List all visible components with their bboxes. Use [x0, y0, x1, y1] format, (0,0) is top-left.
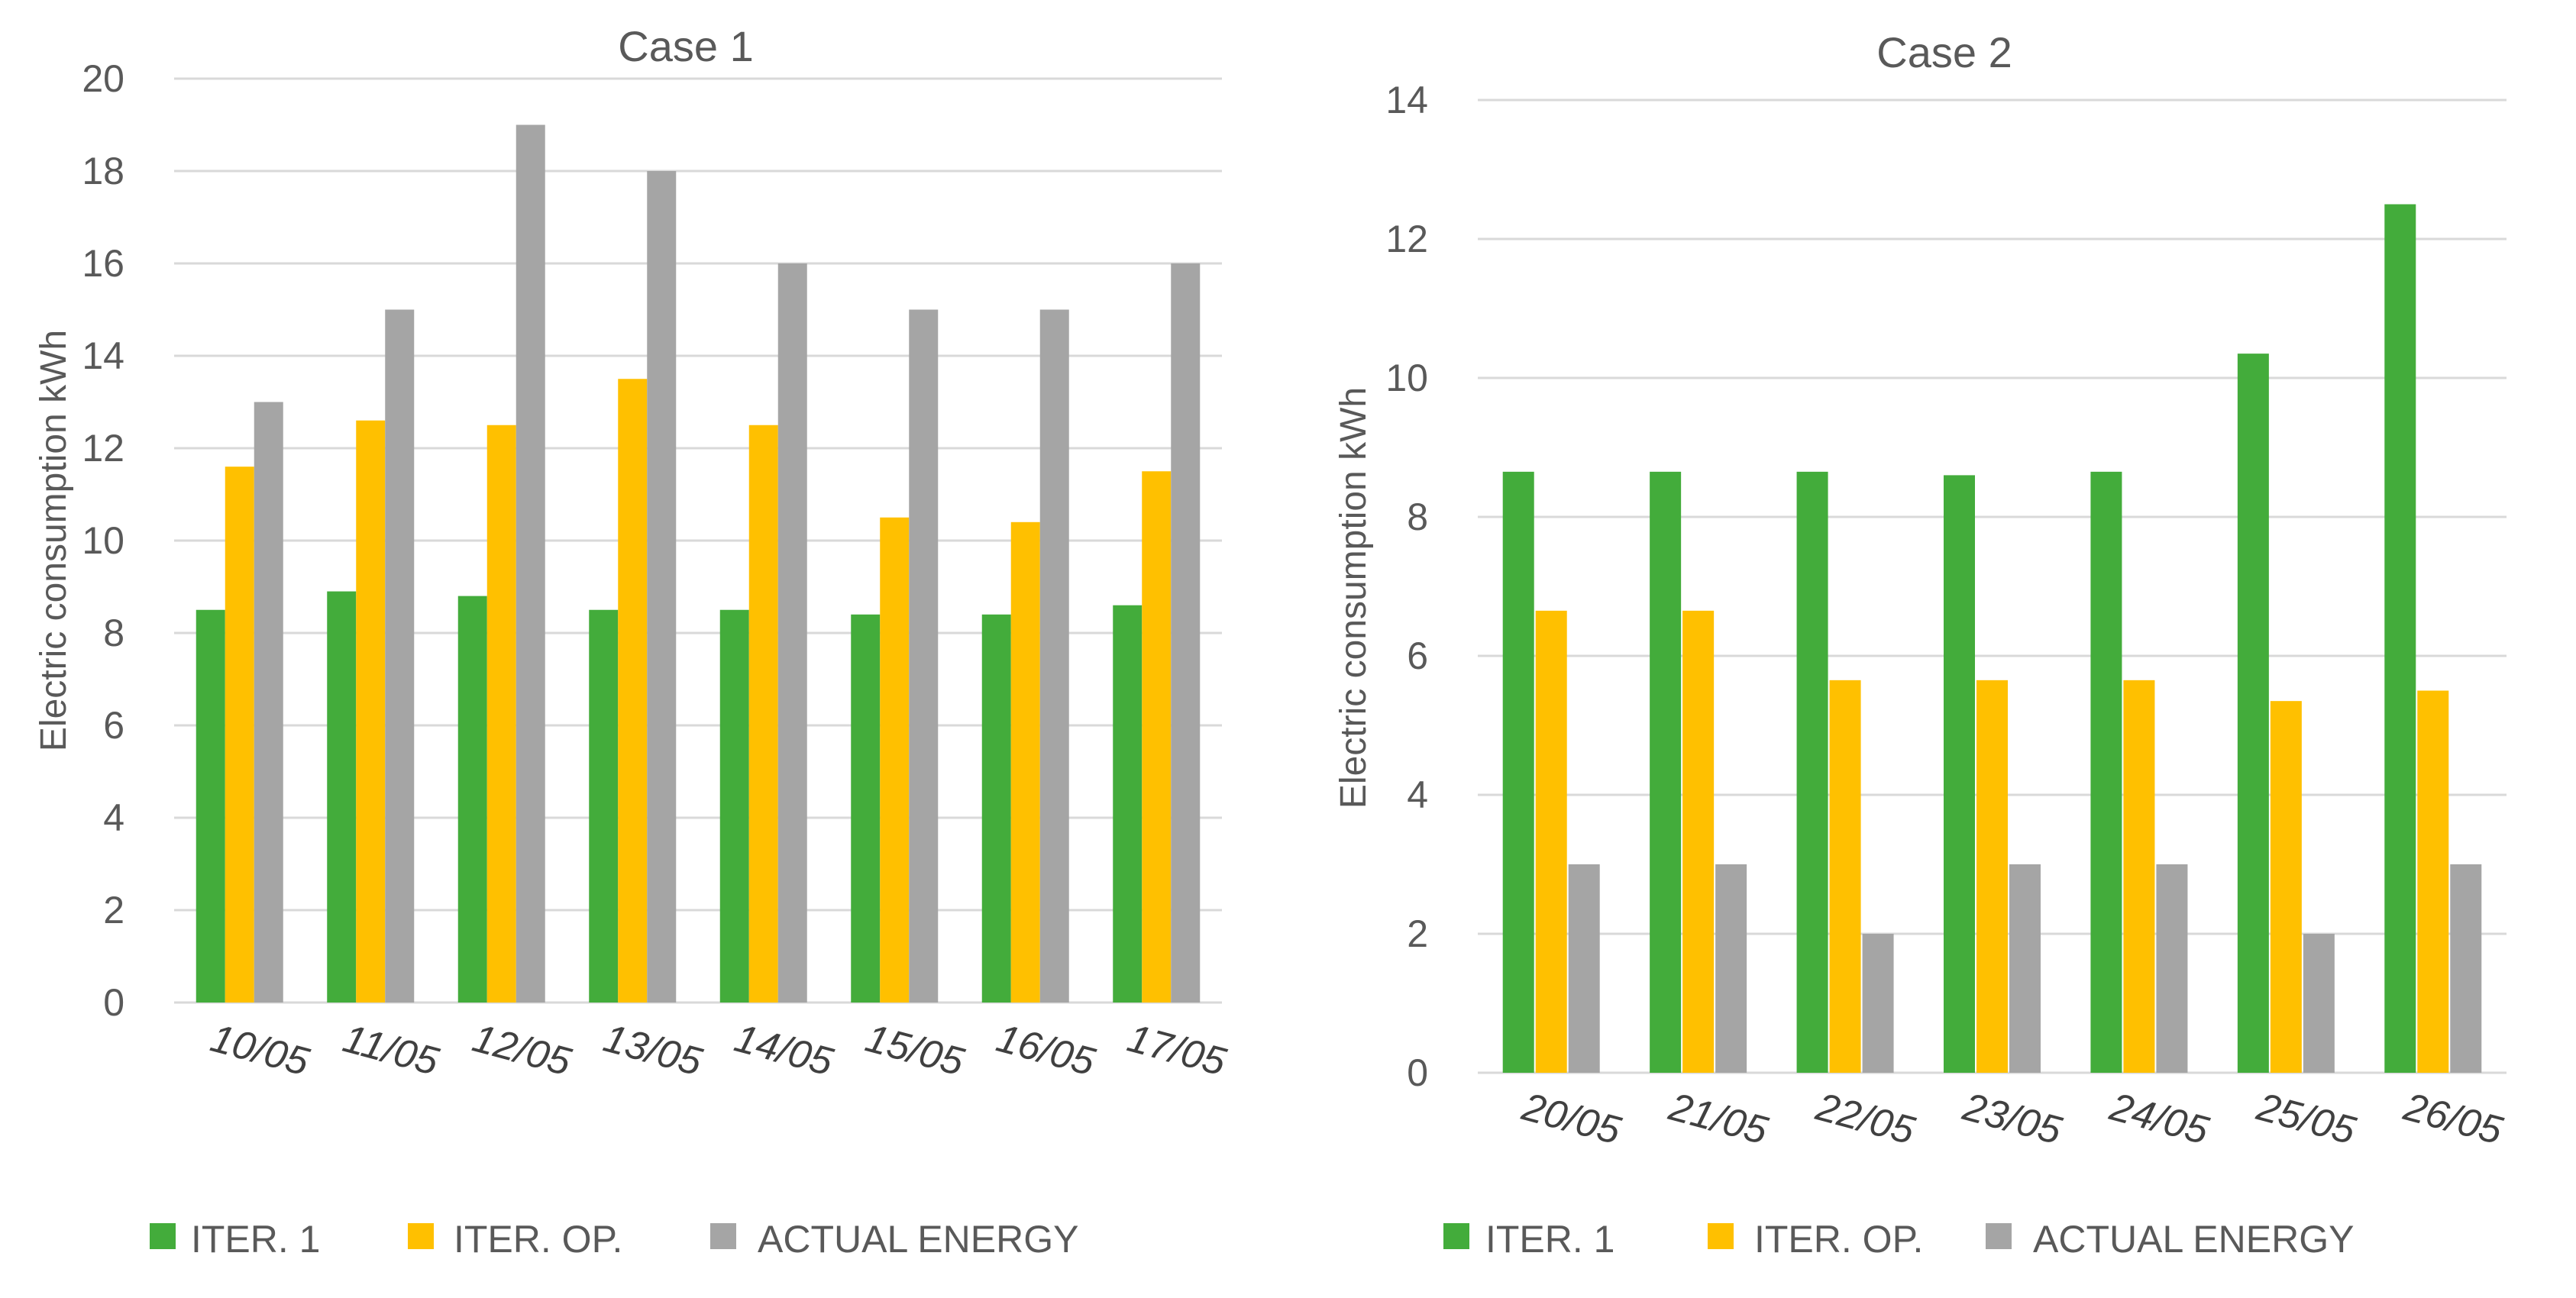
bar-iter-op-13-05 — [618, 379, 648, 1003]
bar-actual-energy-21-05 — [1715, 864, 1747, 1073]
bar-iter-op-10-05 — [225, 467, 254, 1003]
x-tick-label: 16/05 — [992, 1016, 1101, 1085]
y-tick-label: 8 — [103, 612, 124, 654]
x-tick-label: 21/05 — [1664, 1084, 1773, 1153]
bar-iter-op-26-05 — [2417, 690, 2449, 1073]
bar-iter-op-11-05 — [356, 420, 386, 1003]
bar-iter-1-21-05 — [1650, 471, 1682, 1073]
bar-actual-energy-14-05 — [777, 263, 807, 1003]
bar-actual-energy-15-05 — [909, 309, 939, 1003]
x-tick-label: 25/05 — [2251, 1084, 2361, 1153]
bar-iter-op-25-05 — [2270, 701, 2302, 1073]
bar-iter-1-23-05 — [1944, 475, 1975, 1073]
y-tick-label: 2 — [1407, 912, 1428, 955]
y-tick-label: 12 — [82, 427, 124, 470]
y-tick-label: 0 — [103, 981, 124, 1024]
bar-actual-energy-16-05 — [1039, 309, 1069, 1003]
bar-iter-op-20-05 — [1535, 610, 1567, 1073]
x-tick-label: 11/05 — [338, 1016, 444, 1084]
chart-case-2: 0 2 4 6 8 10 12 14 20/05 21/05 22/05 23/05 24/05 25/… — [1333, 28, 2508, 1261]
bar-iter-op-23-05 — [1976, 680, 2008, 1073]
bar-actual-energy-25-05 — [2303, 934, 2335, 1073]
legend-swatch-iter-1 — [150, 1223, 176, 1249]
x-tick-label: 24/05 — [2105, 1084, 2214, 1153]
chart-case-1: 0 2 4 6 8 10 12 14 16 18 20 10/05 11/05 12/05 13/05 14… — [34, 22, 1231, 1261]
y-tick-label: 2 — [103, 889, 124, 932]
y-tick-label: 18 — [82, 150, 124, 192]
bar-actual-energy-26-05 — [2450, 864, 2482, 1073]
bar-iter-1-15-05 — [851, 614, 881, 1003]
legend-label-iter-1: ITER. 1 — [191, 1218, 320, 1261]
legend-swatch-actual-energy — [710, 1223, 736, 1249]
x-tick-label: 17/05 — [1123, 1016, 1231, 1085]
y-tick-label: 16 — [82, 242, 124, 285]
x-tick-label: 26/05 — [2399, 1084, 2508, 1153]
bar-actual-energy-17-05 — [1171, 263, 1201, 1003]
bar-iter-1-14-05 — [719, 609, 749, 1003]
bar-iter-op-21-05 — [1682, 610, 1715, 1073]
x-tick-label: 13/05 — [599, 1016, 707, 1085]
legend-label-actual-energy: ACTUAL ENERGY — [2033, 1218, 2354, 1261]
y-axis-label: Electric consumption kWh — [1333, 387, 1374, 809]
bar-actual-energy-24-05 — [2156, 864, 2188, 1073]
bar-iter-op-14-05 — [748, 425, 778, 1003]
chart-title: Case 2 — [1876, 28, 2012, 76]
y-tick-label: 20 — [82, 57, 124, 100]
y-tick-label: 6 — [103, 704, 124, 747]
bar-actual-energy-11-05 — [385, 309, 415, 1003]
bar-iter-1-25-05 — [2237, 354, 2269, 1073]
y-tick-label: 6 — [1407, 634, 1428, 677]
y-tick-label: 12 — [1385, 218, 1428, 260]
bar-iter-1-20-05 — [1502, 471, 1534, 1073]
y-tick-label: 8 — [1407, 496, 1428, 538]
x-tick-label: 10/05 — [206, 1016, 315, 1085]
bar-actual-energy-12-05 — [516, 124, 545, 1003]
bar-iter-op-22-05 — [1829, 680, 1861, 1073]
bar-iter-1-16-05 — [981, 614, 1011, 1003]
bar-actual-energy-23-05 — [2009, 864, 2041, 1073]
bar-iter-1-24-05 — [2090, 471, 2122, 1073]
bar-actual-energy-20-05 — [1568, 864, 1600, 1073]
bar-iter-1-17-05 — [1113, 605, 1143, 1003]
y-tick-label: 14 — [82, 334, 124, 377]
bar-iter-op-24-05 — [2123, 680, 2155, 1073]
legend-label-iter-1: ITER. 1 — [1485, 1218, 1614, 1261]
y-tick-label: 14 — [1385, 79, 1428, 121]
bar-actual-energy-10-05 — [254, 402, 283, 1003]
bar-iter-op-15-05 — [880, 517, 910, 1003]
x-tick-label: 15/05 — [861, 1016, 969, 1085]
x-tick-label: 12/05 — [468, 1016, 577, 1085]
y-tick-label: 10 — [1385, 357, 1428, 399]
bar-iter-1-12-05 — [457, 596, 487, 1003]
legend-swatch-iter-op — [408, 1223, 434, 1249]
bar-actual-energy-13-05 — [647, 171, 677, 1003]
legend-label-actual-energy: ACTUAL ENERGY — [758, 1218, 1078, 1261]
bar-iter-1-11-05 — [327, 591, 357, 1003]
bar-iter-op-12-05 — [486, 425, 516, 1003]
legend-swatch-iter-op — [1708, 1223, 1734, 1249]
x-tick-label: 23/05 — [1958, 1084, 2067, 1153]
bar-iter-1-22-05 — [1796, 471, 1828, 1073]
bar-iter-op-17-05 — [1142, 471, 1172, 1003]
bar-iter-op-16-05 — [1010, 521, 1040, 1003]
legend-swatch-actual-energy — [1986, 1223, 2012, 1249]
y-tick-label: 10 — [82, 519, 124, 562]
y-tick-label: 0 — [1407, 1051, 1428, 1094]
x-tick-label: 22/05 — [1811, 1084, 1920, 1153]
bar-iter-1-13-05 — [589, 609, 619, 1003]
legend-swatch-iter-1 — [1443, 1223, 1469, 1249]
y-tick-label: 4 — [1407, 773, 1428, 816]
y-axis-label: Electric consumption kWh — [34, 330, 74, 751]
y-tick-label: 4 — [103, 796, 124, 839]
bar-iter-1-10-05 — [196, 609, 225, 1003]
bar-actual-energy-22-05 — [1862, 934, 1894, 1073]
x-tick-label: 20/05 — [1517, 1084, 1626, 1153]
legend-label-iter-op: ITER. OP. — [454, 1218, 622, 1261]
x-tick-label: 14/05 — [730, 1016, 839, 1085]
bar-iter-1-26-05 — [2384, 204, 2416, 1073]
legend-label-iter-op: ITER. OP. — [1754, 1218, 1923, 1261]
chart-title: Case 1 — [618, 22, 753, 70]
